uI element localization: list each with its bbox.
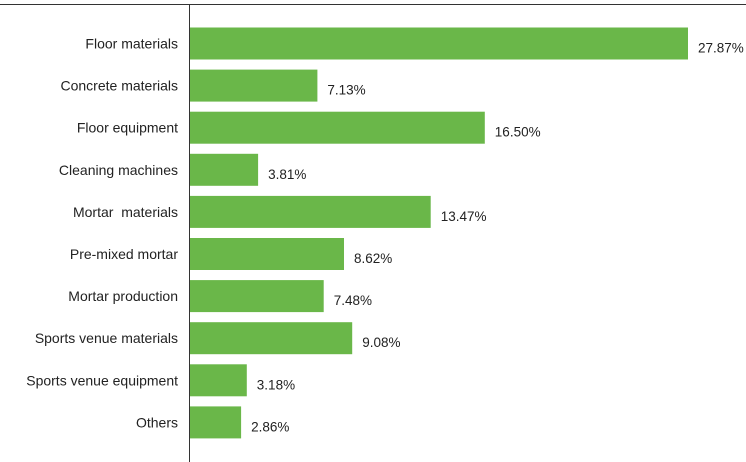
value-label-0: 27.87% bbox=[698, 41, 744, 56]
value-label-3: 3.81% bbox=[268, 167, 306, 182]
value-label-8: 3.18% bbox=[257, 377, 295, 392]
value-label-9: 2.86% bbox=[251, 419, 289, 434]
bar-3 bbox=[190, 153, 259, 186]
bars-group bbox=[190, 27, 688, 439]
category-label-5: Pre-mixed mortar bbox=[70, 246, 178, 262]
bar-9 bbox=[190, 406, 242, 439]
category-label-3: Cleaning machines bbox=[59, 162, 178, 178]
bar-1 bbox=[190, 69, 318, 102]
category-label-4: Mortar materials bbox=[73, 204, 178, 220]
category-label-1: Concrete materials bbox=[61, 78, 179, 94]
category-label-2: Floor equipment bbox=[77, 120, 178, 136]
value-label-1: 7.13% bbox=[327, 83, 365, 98]
category-label-8: Sports venue equipment bbox=[26, 372, 178, 388]
category-label-7: Sports venue materials bbox=[35, 330, 178, 346]
category-label-6: Mortar production bbox=[68, 288, 178, 304]
value-label-7: 9.08% bbox=[362, 335, 400, 350]
value-label-6: 7.48% bbox=[334, 293, 372, 308]
value-label-5: 8.62% bbox=[354, 251, 392, 266]
bar-7 bbox=[190, 322, 353, 355]
bar-0 bbox=[190, 27, 688, 60]
bar-5 bbox=[190, 238, 344, 270]
value-label-4: 13.47% bbox=[441, 209, 487, 224]
bar-2 bbox=[190, 111, 485, 144]
category-label-9: Others bbox=[136, 414, 178, 430]
category-label-0: Floor materials bbox=[85, 36, 178, 52]
value-label-2: 16.50% bbox=[495, 125, 541, 140]
category-labels-group: Floor materials Concrete materials Floor e… bbox=[26, 36, 178, 431]
bar-8 bbox=[190, 364, 247, 397]
bar-4 bbox=[190, 195, 431, 228]
value-labels-group: 27.87% 7.13% 16.50% 3.81% 13.47% 8.62% 7.48% 9.… bbox=[251, 41, 744, 435]
bar-6 bbox=[190, 280, 324, 313]
